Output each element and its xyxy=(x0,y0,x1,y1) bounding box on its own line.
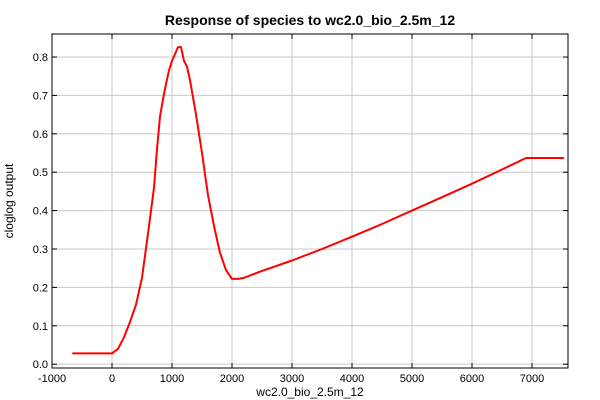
tick-marks xyxy=(51,34,568,368)
y-tick-label: 0.3 xyxy=(33,244,48,256)
x-tick-label: 2000 xyxy=(220,373,244,385)
y-tick-label: 0.7 xyxy=(33,90,48,102)
x-tick-label: -1000 xyxy=(38,373,66,385)
x-tick-label: 0 xyxy=(109,373,115,385)
y-tick-label: 0.6 xyxy=(33,129,48,141)
series-layer xyxy=(72,46,565,355)
x-tick-label: 7000 xyxy=(520,373,544,385)
x-tick-label: 4000 xyxy=(340,373,364,385)
y-tick-label: 0.0 xyxy=(33,359,48,371)
x-axis-label: wc2.0_bio_2.5m_12 xyxy=(255,385,364,399)
chart-title: Response of species to wc2.0_bio_2.5m_12 xyxy=(165,12,455,28)
x-tick-label: 5000 xyxy=(400,373,424,385)
grid xyxy=(51,34,568,368)
y-tick-label: 0.8 xyxy=(33,52,48,64)
x-tick-label: 6000 xyxy=(460,373,484,385)
tick-labels: -1000 0 1000 2000 3000 4000 5000 6000 7000 0.0 0.1… xyxy=(33,52,545,385)
response-curve xyxy=(72,46,565,355)
x-tick-label: 1000 xyxy=(160,373,184,385)
y-tick-label: 0.4 xyxy=(33,206,48,218)
x-tick-label: 3000 xyxy=(280,373,304,385)
plot-frame xyxy=(51,33,569,369)
y-tick-label: 0.2 xyxy=(33,282,48,294)
y-tick-label: 0.5 xyxy=(33,167,48,179)
y-axis-label: cloglog output xyxy=(2,163,16,238)
y-tick-label: 0.1 xyxy=(33,321,48,333)
